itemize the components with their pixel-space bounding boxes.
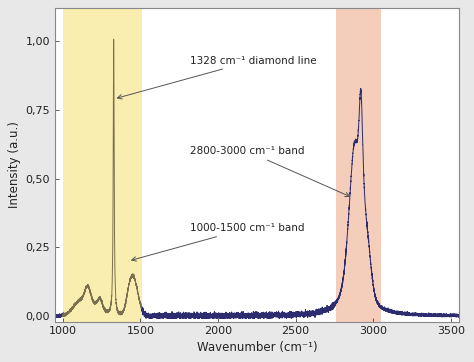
Bar xyxy=(63,8,142,322)
Bar xyxy=(336,8,381,322)
Text: 1328 cm⁻¹ diamond line: 1328 cm⁻¹ diamond line xyxy=(118,55,317,99)
Y-axis label: Intensity (a.u.): Intensity (a.u.) xyxy=(9,122,21,209)
X-axis label: Wavenumber (cm⁻¹): Wavenumber (cm⁻¹) xyxy=(197,341,317,354)
Text: 1000-1500 cm⁻¹ band: 1000-1500 cm⁻¹ band xyxy=(132,223,305,261)
Text: 2800-3000 cm⁻¹ band: 2800-3000 cm⁻¹ band xyxy=(190,146,350,197)
